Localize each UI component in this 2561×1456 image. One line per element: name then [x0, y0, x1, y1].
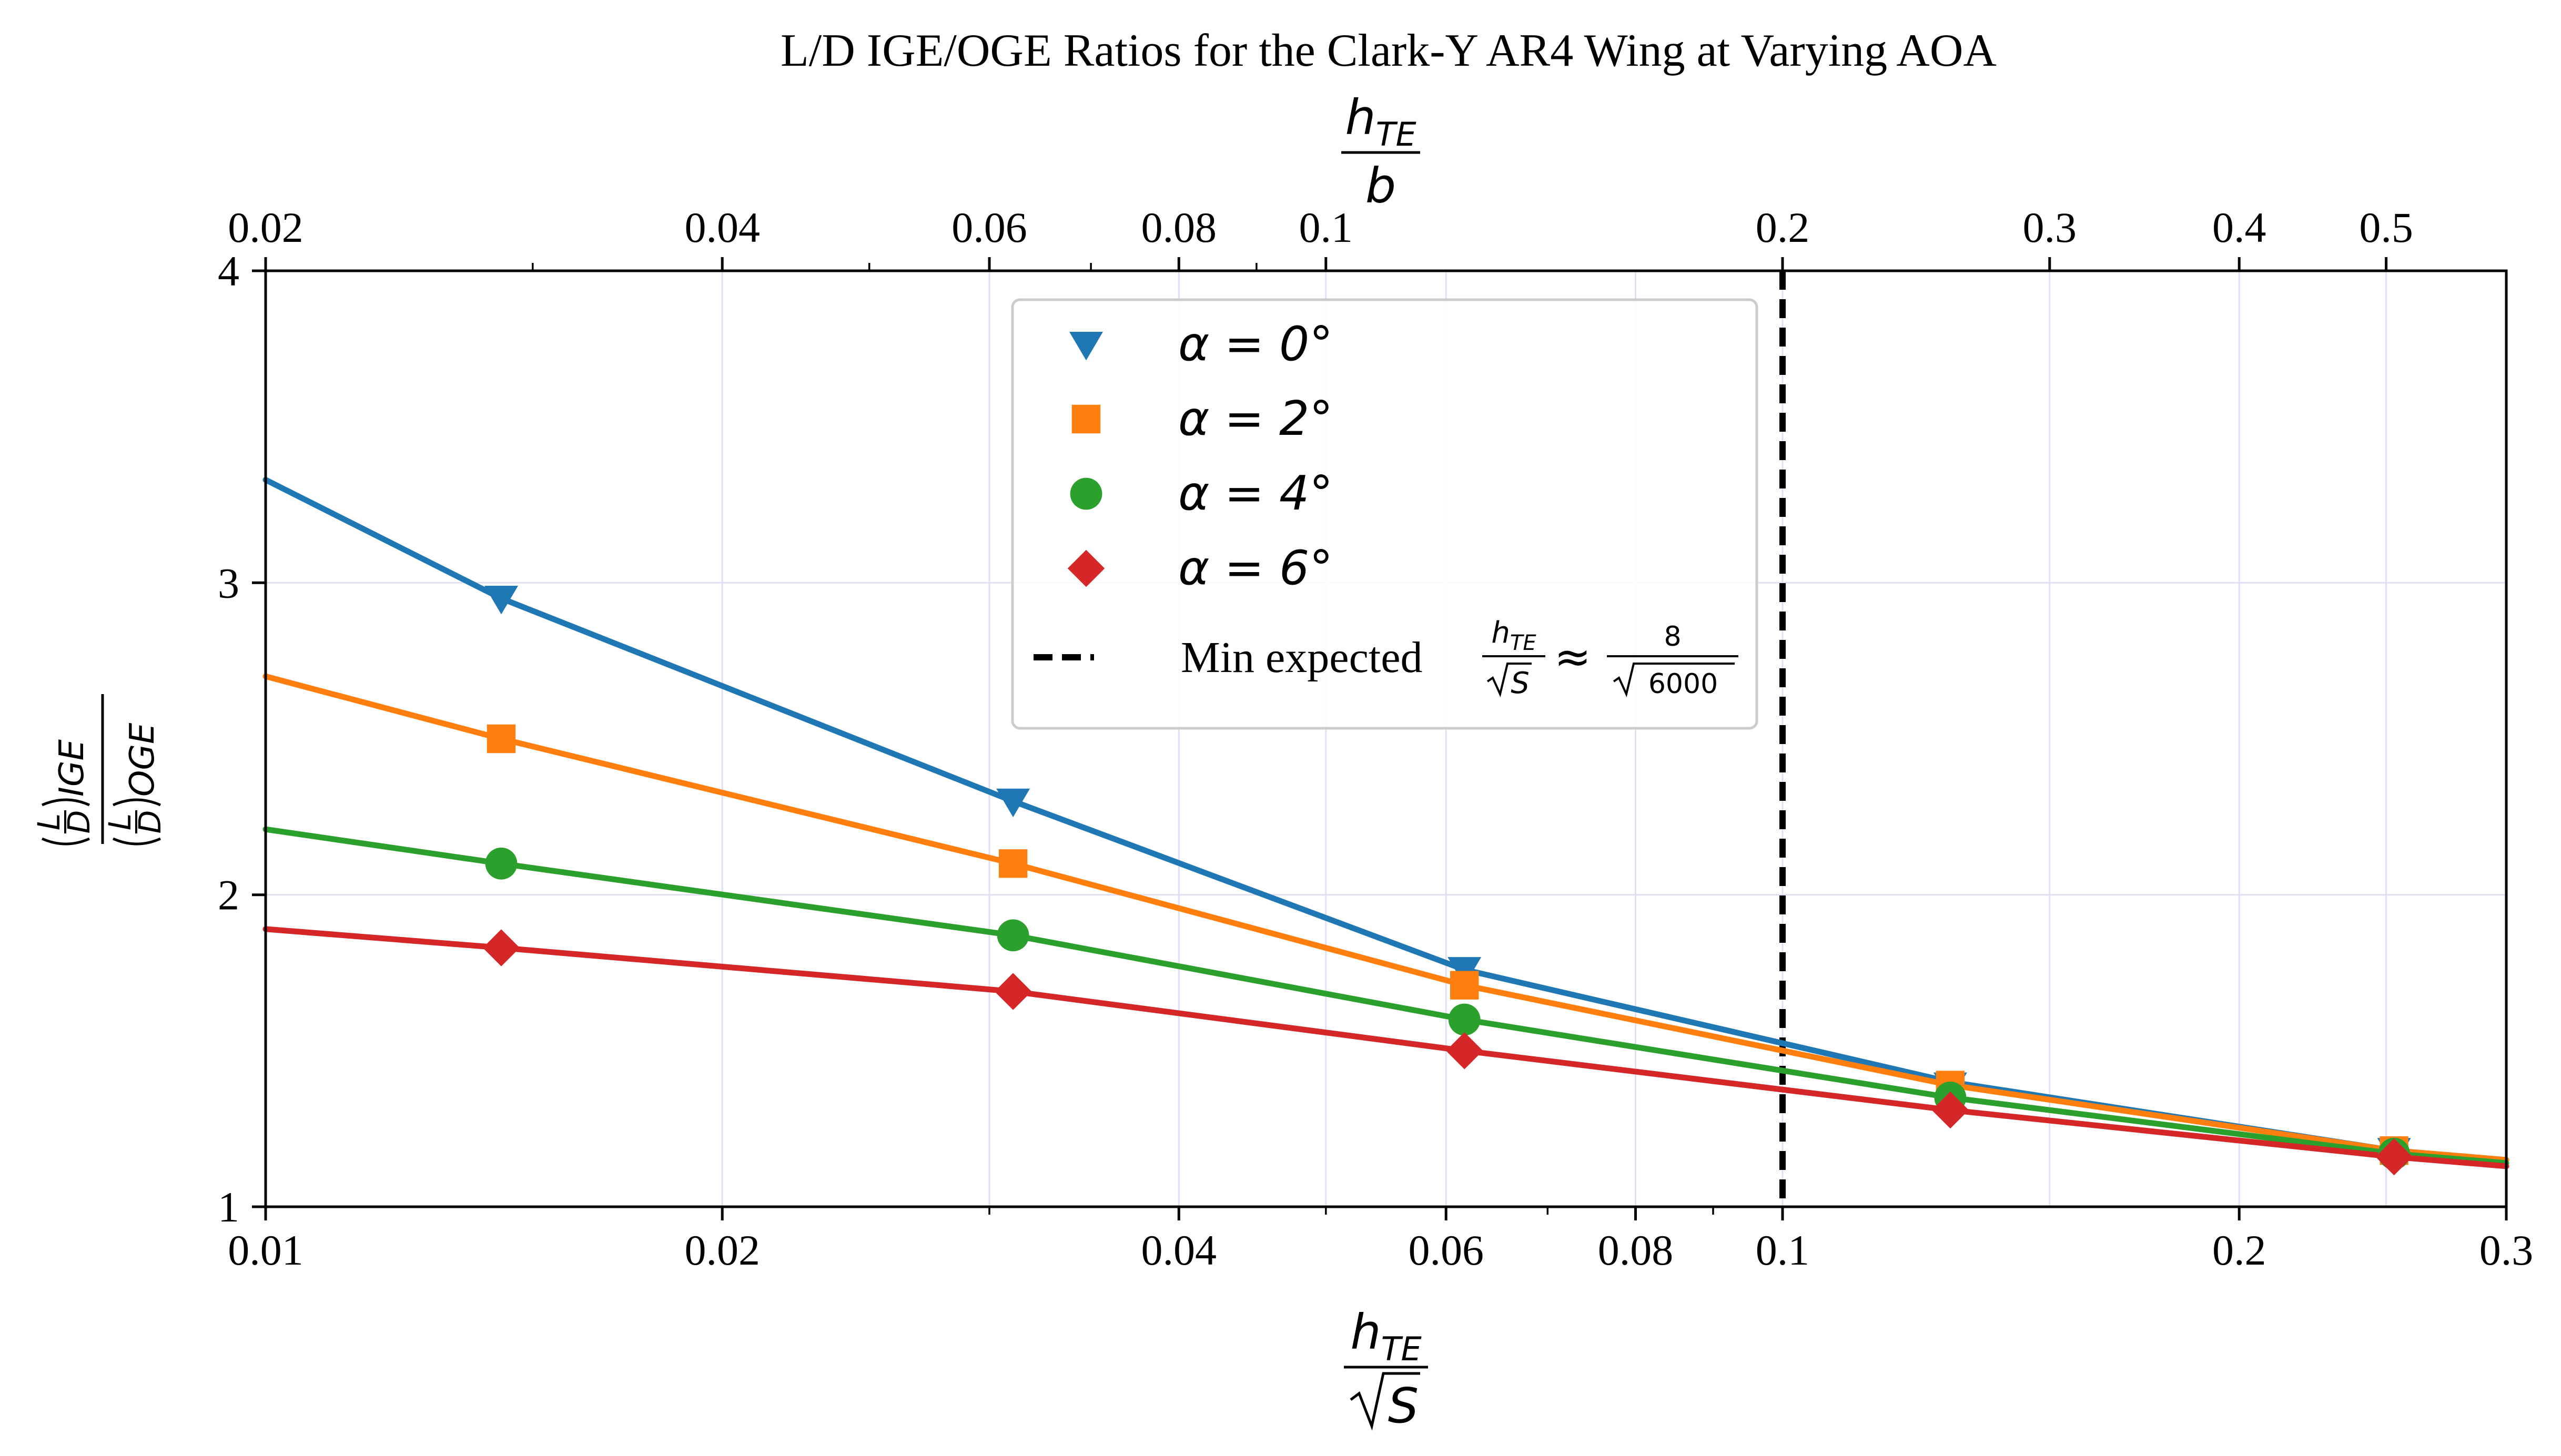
y-label-lower-right-paren-icon: [112, 798, 161, 807]
y-label-upper-right-paren-icon: [41, 798, 90, 807]
data-point-marker: [997, 919, 1029, 952]
top-axis-label-numerator-sub: TE: [1376, 115, 1417, 154]
x-axis-label: hTE S: [1344, 1304, 1428, 1434]
legend-entries: α = 0° α = 2° α = 4° α = 6°: [1067, 317, 1333, 596]
top-x-tick-label: 0.04: [684, 203, 760, 251]
legend-marker: [1067, 549, 1105, 587]
y-tick-labels: 1 2 3 4: [218, 247, 239, 1231]
x-tick-label: 0.01: [228, 1226, 303, 1274]
axis-ticks: [252, 257, 2508, 1220]
x-tick-label: 0.02: [684, 1226, 760, 1274]
legend-marker: [1069, 332, 1103, 361]
y-label-upper-left-paren-icon: [41, 837, 90, 846]
top-x-tick-label: 0.2: [1756, 203, 1810, 251]
top-axis-label: hTE b: [1341, 89, 1420, 214]
x-tick-label: 0.06: [1408, 1226, 1484, 1274]
y-label-lower-sub: OGE: [123, 722, 162, 797]
x-axis-label-numerator-sub: TE: [1381, 1330, 1422, 1368]
y-label-lower-num: L: [102, 813, 138, 830]
x-axis-label-sqrt-icon: [1350, 1372, 1420, 1431]
legend-reference-frac-num: h: [1491, 616, 1510, 650]
y-axis-label: L D IGE L D OGE: [31, 694, 168, 846]
chart-title: L/D IGE/OGE Ratios for the Clark-Y AR4 W…: [781, 25, 1997, 76]
top-axis-label-denominator: b: [1365, 158, 1396, 214]
data-point-marker: [2375, 1138, 2413, 1176]
data-point-marker: [1448, 1003, 1481, 1036]
x-tick-label: 0.2: [2212, 1226, 2266, 1274]
y-label-lower-den: D: [132, 810, 168, 834]
y-tick-label: 4: [218, 247, 239, 295]
legend-marker: [1070, 477, 1102, 510]
top-x-tick-labels: 0.02 0.04 0.06 0.08 0.1 0.2 0.3 0.4 0.5: [228, 203, 2413, 251]
x-tick-label: 0.08: [1598, 1226, 1674, 1274]
x-tick-label: 0.3: [2479, 1226, 2534, 1274]
y-label-upper-den: D: [61, 810, 97, 834]
top-x-tick-label: 0.02: [228, 203, 303, 251]
data-point-marker: [482, 929, 520, 966]
x-axis-label-denominator: S: [1388, 1378, 1419, 1434]
legend-box: [1011, 298, 1758, 730]
data-point-marker: [1450, 971, 1479, 1000]
svg-text:hTE: hTE: [1350, 1304, 1422, 1368]
data-point-marker: [487, 724, 516, 754]
data-point-marker: [1446, 1032, 1483, 1070]
legend-label: α = 0°: [1178, 317, 1333, 372]
legend-label: α = 6°: [1178, 541, 1333, 596]
legend-label: α = 2°: [1178, 391, 1333, 446]
legend-reference-frac-den: S: [1511, 666, 1530, 700]
y-label-upper-sub: IGE: [53, 739, 92, 797]
legend-label: α = 4°: [1178, 466, 1333, 521]
data-point-marker: [994, 973, 1032, 1010]
legend: α = 0° α = 2° α = 4° α = 6° Min expected hT…: [1011, 298, 1758, 730]
legend-reference-rhs-den: 6000: [1648, 668, 1718, 700]
top-x-tick-label: 0.5: [2359, 203, 2413, 251]
data-point-marker: [996, 788, 1030, 818]
data-point-marker: [485, 847, 518, 880]
y-label-upper-num: L: [31, 813, 67, 830]
legend-reference-sqrt-icon: [1486, 663, 1532, 698]
series-markers: [482, 586, 2413, 1176]
y-tick-label: 3: [218, 559, 239, 607]
legend-reference-rhs-num: 8: [1664, 621, 1681, 653]
legend-reference-label-prefix: Min expected: [1181, 633, 1423, 682]
legend-reference-approx: ≈: [1554, 631, 1591, 683]
top-x-tick-label: 0.06: [951, 203, 1027, 251]
data-point-marker: [484, 586, 518, 615]
legend-marker: [1071, 404, 1101, 434]
data-point-marker: [1931, 1091, 1969, 1129]
axes-frame: [264, 269, 2508, 1208]
x-tick-label: 0.1: [1756, 1226, 1810, 1274]
legend-reference-frac-num-sub: TE: [1510, 631, 1536, 655]
svg-text:hTE: hTE: [1345, 89, 1416, 154]
svg-text:hTE: hTE: [1491, 616, 1536, 655]
top-axis-label-numerator: h: [1345, 89, 1375, 146]
top-x-tick-label: 0.08: [1141, 203, 1217, 251]
top-x-tick-label: 0.4: [2212, 203, 2266, 251]
x-tick-labels: 0.01 0.02 0.04 0.06 0.08 0.1 0.2 0.3: [228, 1226, 2533, 1274]
x-tick-label: 0.04: [1141, 1226, 1217, 1274]
data-point-marker: [998, 849, 1028, 878]
top-x-tick-label: 0.1: [1299, 203, 1353, 251]
x-axis-label-numerator: h: [1350, 1304, 1381, 1360]
y-tick-label: 1: [218, 1183, 239, 1231]
top-x-tick-label: 0.3: [2023, 203, 2077, 251]
y-label-lower-left-paren-icon: [112, 837, 161, 846]
legend-reference-rhs-sqrt-icon: [1613, 663, 1735, 698]
y-tick-label: 2: [218, 871, 239, 919]
